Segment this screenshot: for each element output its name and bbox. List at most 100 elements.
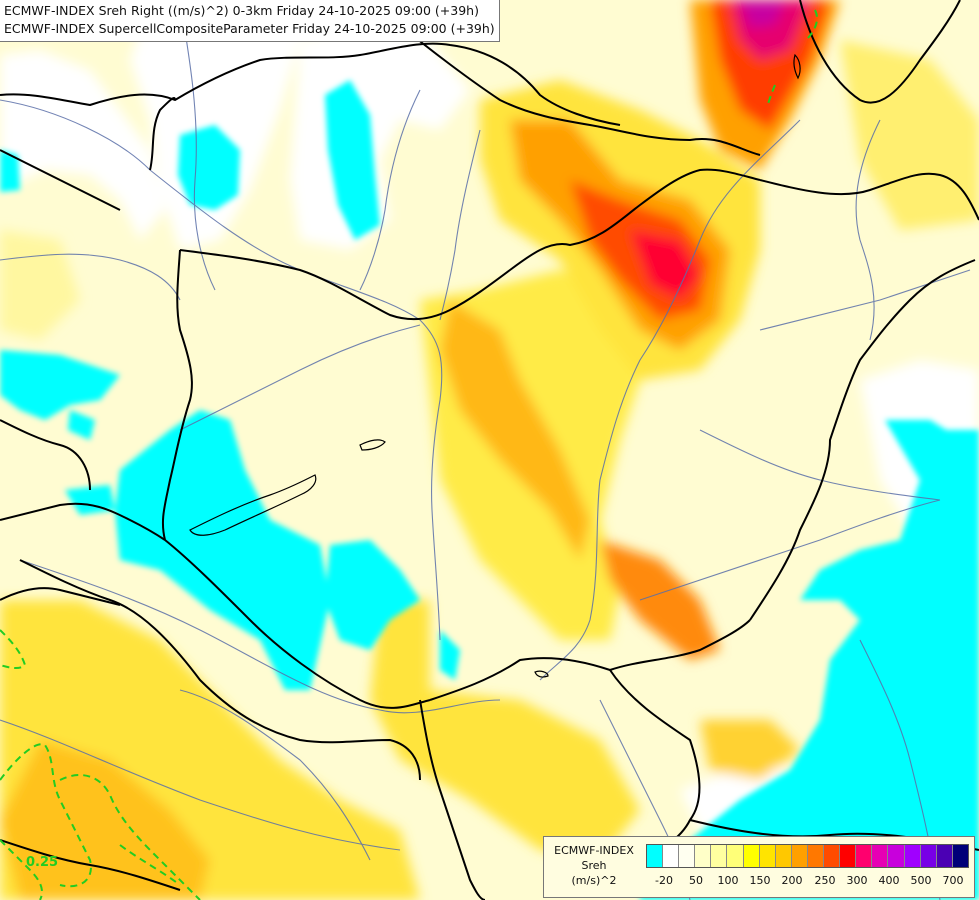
field-orange-southwest <box>0 740 210 900</box>
scp-contour-ne2 <box>767 84 776 105</box>
cyan-north-b <box>325 80 380 240</box>
scp-contour-label: 0.25 <box>26 855 58 870</box>
legend-title-line-1: ECMWF-INDEX <box>554 844 634 857</box>
scp-contour-w <box>0 629 27 669</box>
legend-swatch-18 <box>936 845 953 867</box>
field-orange-band <box>440 300 590 560</box>
river-danube-bend <box>419 319 443 641</box>
legend-swatch-6 <box>743 845 760 867</box>
border-croatia-bosnia <box>19 559 421 781</box>
map-title-box: ECMWF-INDEX Sreh Right ((m/s)^2) 0-3km F… <box>0 0 500 42</box>
legend-swatch-8 <box>775 845 792 867</box>
lakes <box>189 53 801 678</box>
scp-contours <box>0 9 818 900</box>
river-danube-west <box>0 99 421 321</box>
scp-contour-sw4 <box>119 844 181 886</box>
legend-tick-label: 300 <box>846 874 868 887</box>
scp-contour-ne <box>807 9 818 39</box>
field-purple-ne <box>740 0 785 28</box>
title-line-scp: ECMWF-INDEX SupercellCompositeParameter … <box>4 21 495 36</box>
lake-balaton <box>189 474 317 536</box>
lake-neusiedl <box>359 439 386 451</box>
legend-tick-label: -20 <box>655 874 673 887</box>
border-serbia-bosnia <box>419 699 486 900</box>
river-inn <box>0 253 181 301</box>
cyan-north-a <box>178 125 240 210</box>
legend-tick-label: 250 <box>814 874 836 887</box>
legend-swatch-11 <box>824 845 841 867</box>
cyan-west <box>0 350 120 420</box>
border-ukraine-romania <box>759 172 979 221</box>
river-hron <box>439 129 481 321</box>
river-vah <box>359 89 421 291</box>
border-hungary-serbia <box>429 619 751 701</box>
legend-swatch-5 <box>727 845 744 867</box>
scp-contour-sw1 <box>0 743 92 888</box>
border-austria-hungary <box>161 249 193 541</box>
border-bosnia-south <box>0 839 181 891</box>
cyan-center <box>325 540 420 650</box>
field-white-north2 <box>290 20 470 250</box>
field-yellow-south <box>370 600 640 860</box>
border-slovakia-poland <box>399 24 761 156</box>
cyan-center-west <box>115 410 330 690</box>
legend-swatch-14 <box>872 845 889 867</box>
legend-tick-label: 700 <box>942 874 964 887</box>
legend-swatch-12 <box>840 845 857 867</box>
field-orange-southeast <box>600 540 720 660</box>
legend-tick-labels: -20 50 100 150 200 250 300 400 500 700 <box>646 874 969 890</box>
river-east-2 <box>699 429 941 501</box>
border-ukraine-north <box>799 0 961 104</box>
border-germany-czech <box>0 149 121 211</box>
legend-swatch-1 <box>663 845 680 867</box>
legend-tick-label: 400 <box>878 874 900 887</box>
scp-contour-sw2 <box>59 774 201 900</box>
legend-title-line-2: Sreh <box>581 859 607 872</box>
cyan-east-strip <box>940 430 979 470</box>
border-slovenia-croatia <box>0 587 121 606</box>
scp-contour-sw3 <box>0 839 43 900</box>
legend-swatch-15 <box>888 845 905 867</box>
river-tisza <box>539 119 801 681</box>
cyan-west2 <box>68 410 95 440</box>
river-mures <box>639 499 941 601</box>
legend-swatch-3 <box>695 845 712 867</box>
border-austria-slovenia <box>0 502 166 541</box>
river-drava <box>19 559 501 714</box>
legend-title: ECMWF-INDEX Sreh (m/s)^2 <box>546 843 642 888</box>
field-white-northwest <box>0 50 165 240</box>
border-west-edge <box>0 419 91 491</box>
legend-color-bar <box>646 844 969 868</box>
cyan-west-edge <box>0 150 20 192</box>
cyan-center-s <box>440 630 460 680</box>
field-yellow-se2 <box>700 720 800 780</box>
border-hungary-croatia <box>164 539 431 709</box>
river-morava <box>179 0 216 291</box>
legend-tick-label: 200 <box>781 874 803 887</box>
river-sava <box>0 719 401 851</box>
legend-swatch-9 <box>791 845 808 867</box>
border-czech-poland-north <box>0 42 621 126</box>
legend-swatch-17 <box>920 845 937 867</box>
lake-small-south <box>534 670 549 678</box>
color-legend: ECMWF-INDEX Sreh (m/s)^2 -20 50 100 150 200 2… <box>543 836 975 898</box>
legend-swatch-19 <box>952 845 968 867</box>
border-hungary-romania <box>749 259 976 621</box>
legend-swatch-4 <box>711 845 728 867</box>
legend-title-line-3: (m/s)^2 <box>571 874 617 887</box>
border-slovakia-hungary <box>179 168 761 321</box>
legend-swatch-16 <box>904 845 921 867</box>
legend-tick-label: 500 <box>910 874 932 887</box>
river-raba <box>179 324 421 431</box>
river-somes <box>759 269 971 331</box>
cyan-east <box>670 420 979 900</box>
lake-small-north <box>793 53 801 80</box>
river-east-1 <box>855 119 881 341</box>
border-austria-czech <box>149 97 176 171</box>
legend-tick-label: 150 <box>749 874 771 887</box>
river-una <box>179 689 371 861</box>
